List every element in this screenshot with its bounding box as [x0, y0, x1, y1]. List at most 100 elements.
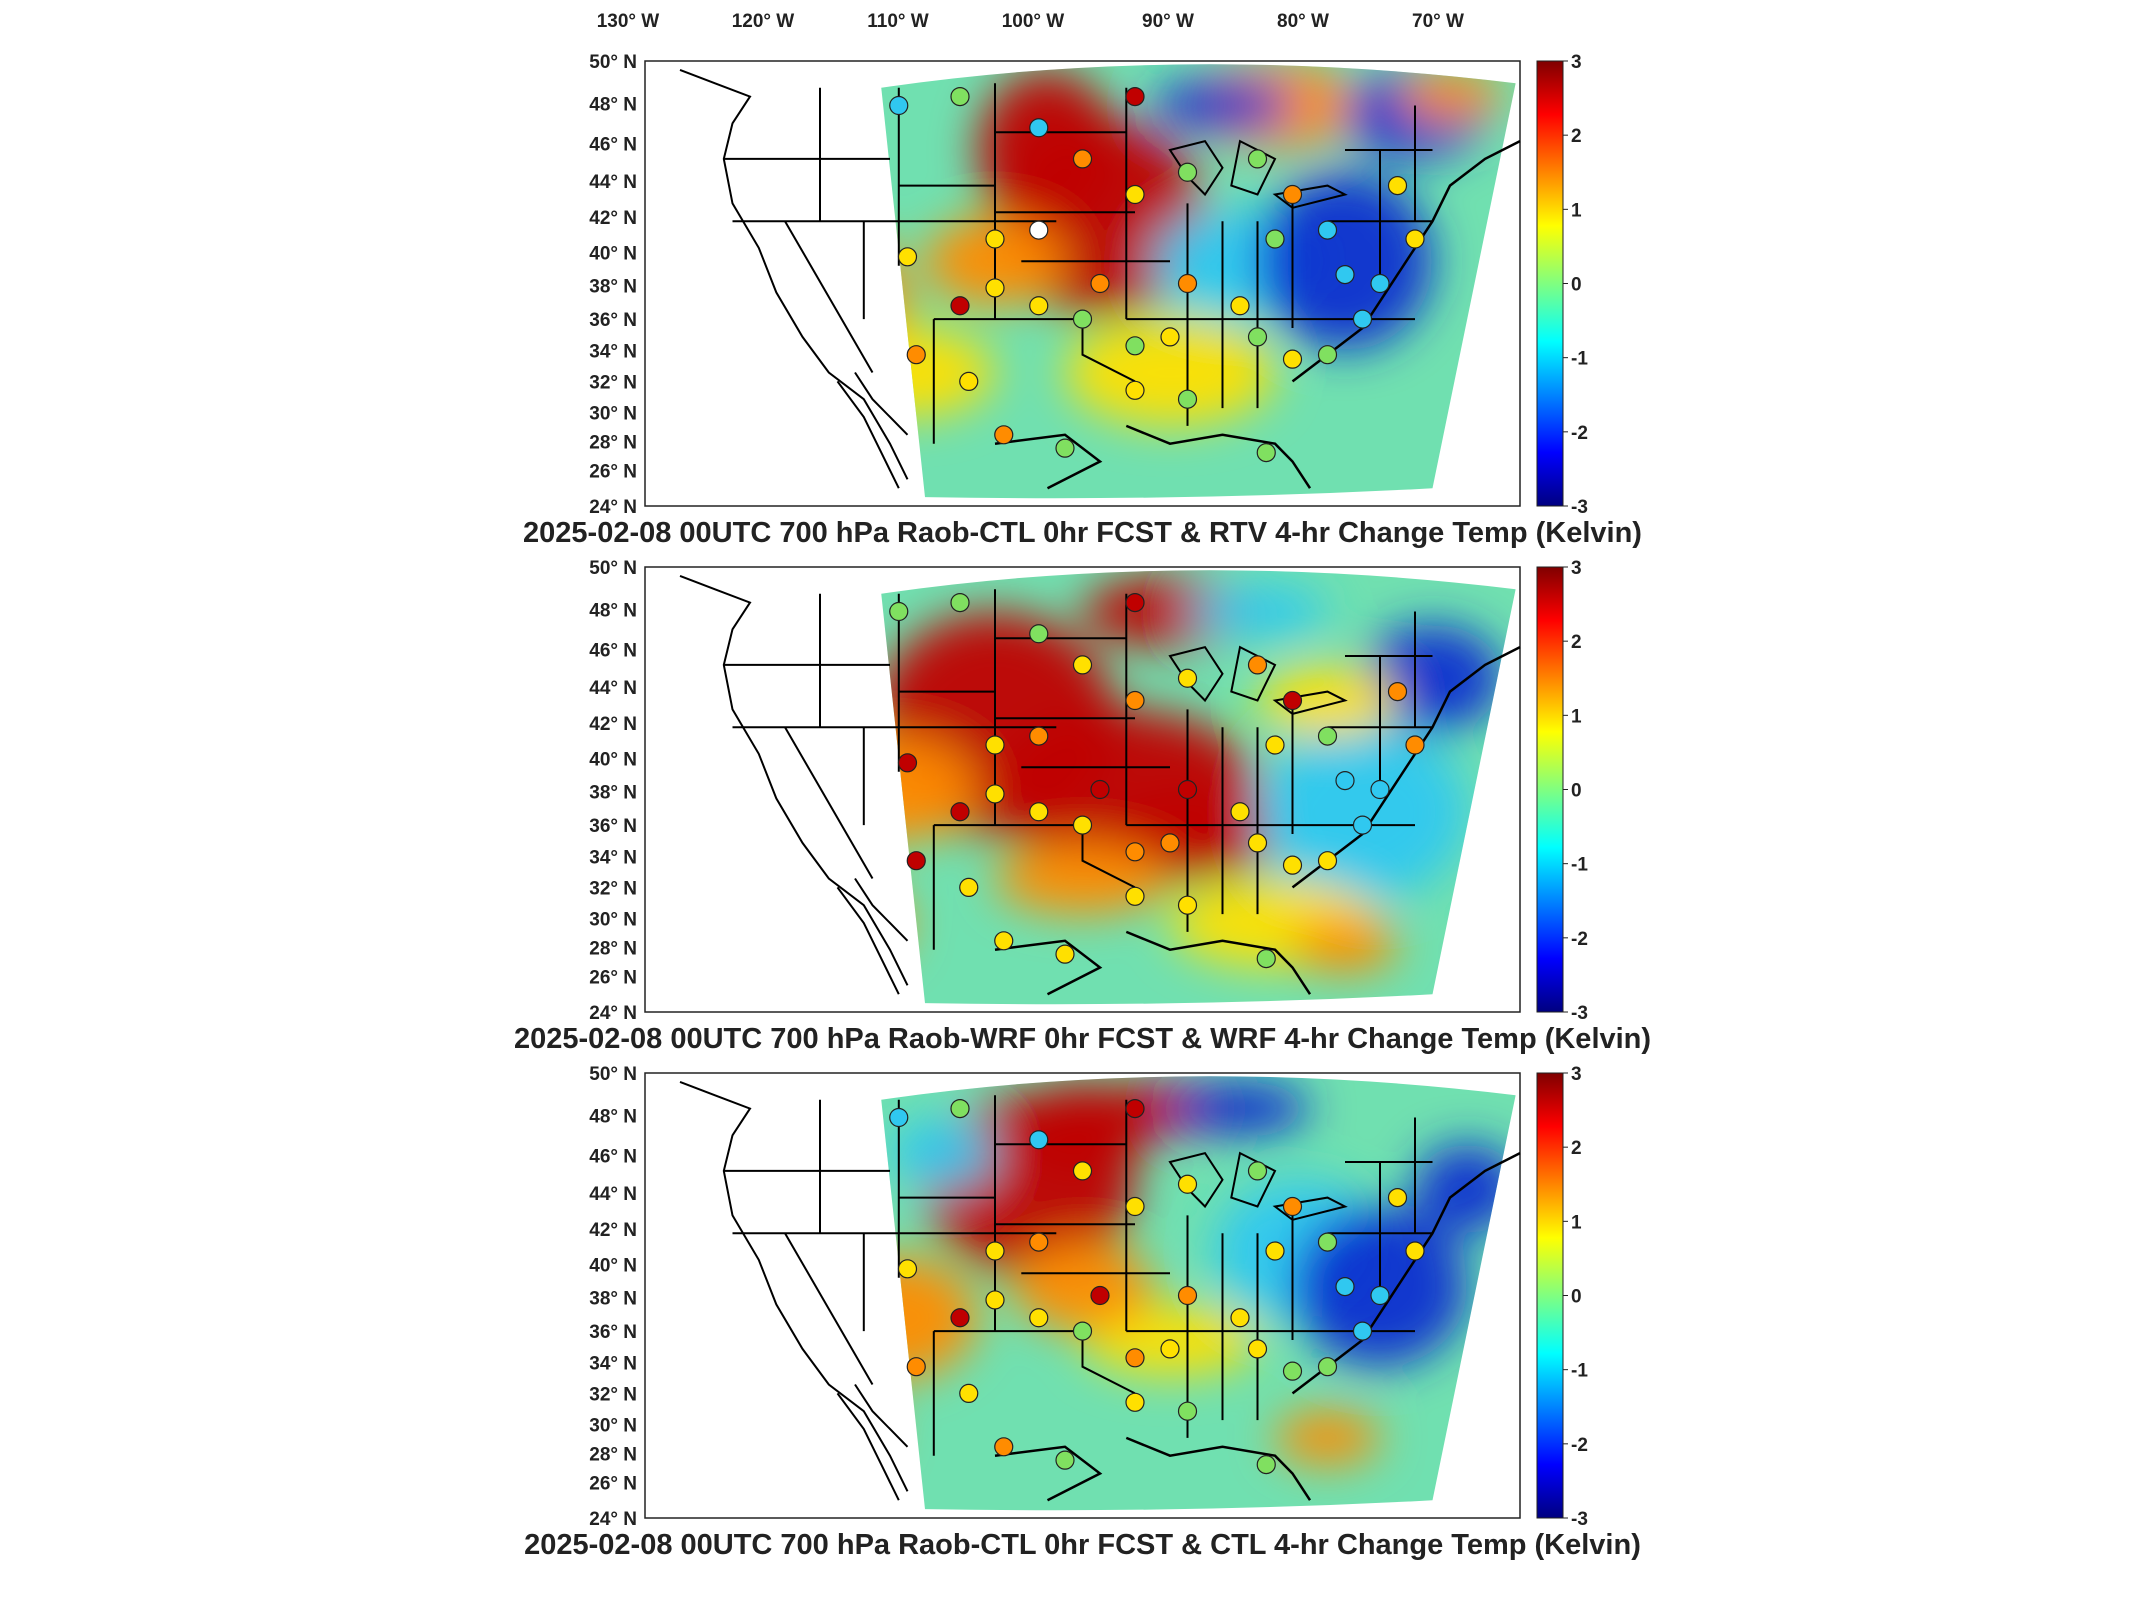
longitude-labels: 130° W 120° W 110° W 100° W 90° W 80° W 70° W: [597, 11, 1464, 32]
lon-label: 120° W: [732, 11, 795, 32]
lat-label: 50° N: [589, 558, 637, 579]
colorbar-tick-label: -2: [1571, 423, 1588, 444]
station-marker: [889, 601, 909, 622]
station-marker: [1125, 842, 1145, 862]
station-marker: [1055, 944, 1075, 964]
colorbar-tick-label: 2: [1571, 632, 1582, 653]
station-marker: [1177, 1174, 1198, 1194]
station-marker: [906, 1357, 926, 1377]
lat-label: 48° N: [589, 600, 637, 621]
lat-label: 32° N: [589, 878, 637, 899]
map-panel-1: 50° N 48° N 46° N 44° N 42° N 40° N 38° N 36° N…: [523, 52, 1642, 549]
station-marker: [1177, 1401, 1198, 1421]
raob-stations: [889, 1098, 1425, 1475]
map-panel-2: 50° N 48° N 46° N 44° N 42° N 40° N 38° N 36° N…: [514, 558, 1651, 1055]
station-marker: [1387, 176, 1408, 196]
colorbar-tick-label: -3: [1571, 1003, 1588, 1024]
station-marker: [1370, 779, 1390, 800]
lat-label: 30° N: [589, 910, 637, 931]
colorbar-tick-label: -3: [1571, 497, 1588, 518]
colorbar-tick-label: 3: [1571, 558, 1582, 579]
colorbar-tick-label: 0: [1571, 1287, 1582, 1308]
lon-label: 110° W: [867, 11, 929, 32]
station-marker: [1055, 1450, 1075, 1470]
station-marker: [1230, 1308, 1250, 1328]
station-marker: [1072, 815, 1093, 835]
station-marker: [1370, 1285, 1390, 1306]
lat-label: 40° N: [589, 243, 637, 264]
station-marker: [906, 851, 926, 871]
station-marker: [1230, 802, 1250, 822]
station-marker: [897, 753, 918, 773]
station-marker: [1405, 1241, 1425, 1261]
station-marker: [1029, 118, 1049, 138]
station-marker: [1335, 1276, 1355, 1297]
lat-label: 38° N: [589, 1289, 637, 1310]
station-marker: [1335, 265, 1355, 285]
map-panel-3: 50° N 48° N 46° N 44° N 42° N 40° N 38° N 36° N…: [524, 1064, 1641, 1561]
station-marker: [1177, 389, 1198, 409]
station-marker: [1317, 220, 1338, 240]
lat-label: 26° N: [589, 1473, 637, 1494]
lat-label: 34° N: [589, 341, 637, 362]
lat-label: 24° N: [589, 1003, 637, 1024]
station-marker: [1177, 162, 1198, 182]
station-marker: [1256, 443, 1276, 463]
lat-label: 46° N: [589, 1146, 637, 1167]
station-marker: [1387, 1187, 1408, 1208]
raob-stations: [889, 592, 1425, 969]
state-borders: [679, 574, 1521, 996]
station-marker: [1072, 1161, 1093, 1181]
lat-label: 28° N: [589, 938, 637, 959]
station-marker: [1256, 948, 1276, 969]
station-marker: [950, 1098, 970, 1119]
station-marker: [1125, 380, 1145, 400]
station-marker: [985, 1290, 1005, 1310]
station-marker: [1265, 735, 1285, 755]
station-marker: [994, 425, 1014, 445]
lat-label: 24° N: [589, 1509, 637, 1530]
station-marker: [1160, 327, 1180, 347]
station-marker: [1282, 184, 1303, 205]
station-marker: [1177, 668, 1198, 688]
station-marker: [1125, 690, 1145, 711]
station-marker: [1090, 273, 1110, 294]
station-marker: [1125, 86, 1145, 107]
station-marker: [1177, 779, 1198, 800]
station-marker: [1125, 336, 1145, 356]
station-marker: [1247, 1339, 1268, 1359]
panel-title: 2025-02-08 00UTC 700 hPa Raob-CTL 0hr FC…: [523, 517, 1642, 549]
station-marker: [950, 1308, 970, 1328]
lat-label: 36° N: [589, 1322, 637, 1343]
station-marker: [959, 371, 979, 391]
colorbar-tick-label: -2: [1571, 929, 1588, 950]
lon-label: 90° W: [1142, 11, 1194, 32]
colorbar-tick-label: 2: [1571, 1138, 1582, 1159]
station-marker: [1029, 1308, 1049, 1328]
station-marker: [950, 802, 970, 822]
station-marker: [889, 95, 909, 116]
lat-label: 38° N: [589, 277, 637, 298]
station-marker: [985, 735, 1005, 755]
station-marker: [1247, 149, 1268, 169]
station-marker: [1282, 349, 1303, 369]
station-marker: [1125, 592, 1145, 613]
colorbar-tick-label: 3: [1571, 52, 1582, 73]
station-marker: [906, 345, 926, 365]
colorbar-tick-label: 3: [1571, 1064, 1582, 1085]
station-marker: [1405, 229, 1425, 249]
lat-label: 30° N: [589, 404, 637, 425]
station-marker: [985, 278, 1005, 298]
station-marker: [1090, 1285, 1110, 1306]
station-marker: [950, 592, 970, 613]
lat-label: 50° N: [589, 1064, 637, 1085]
station-marker: [1387, 681, 1408, 702]
panel-title: 2025-02-08 00UTC 700 hPa Raob-WRF 0hr FC…: [514, 1023, 1651, 1055]
lat-label: 46° N: [589, 640, 637, 661]
colorbar-tick-label: -1: [1571, 855, 1588, 876]
station-marker: [1352, 1321, 1373, 1341]
latitude-labels: 50° N 48° N 46° N 44° N 42° N 40° N 38° N 36° N…: [589, 1064, 637, 1530]
panel-title: 2025-02-08 00UTC 700 hPa Raob-CTL 0hr FC…: [524, 1529, 1641, 1561]
station-marker: [950, 296, 970, 316]
